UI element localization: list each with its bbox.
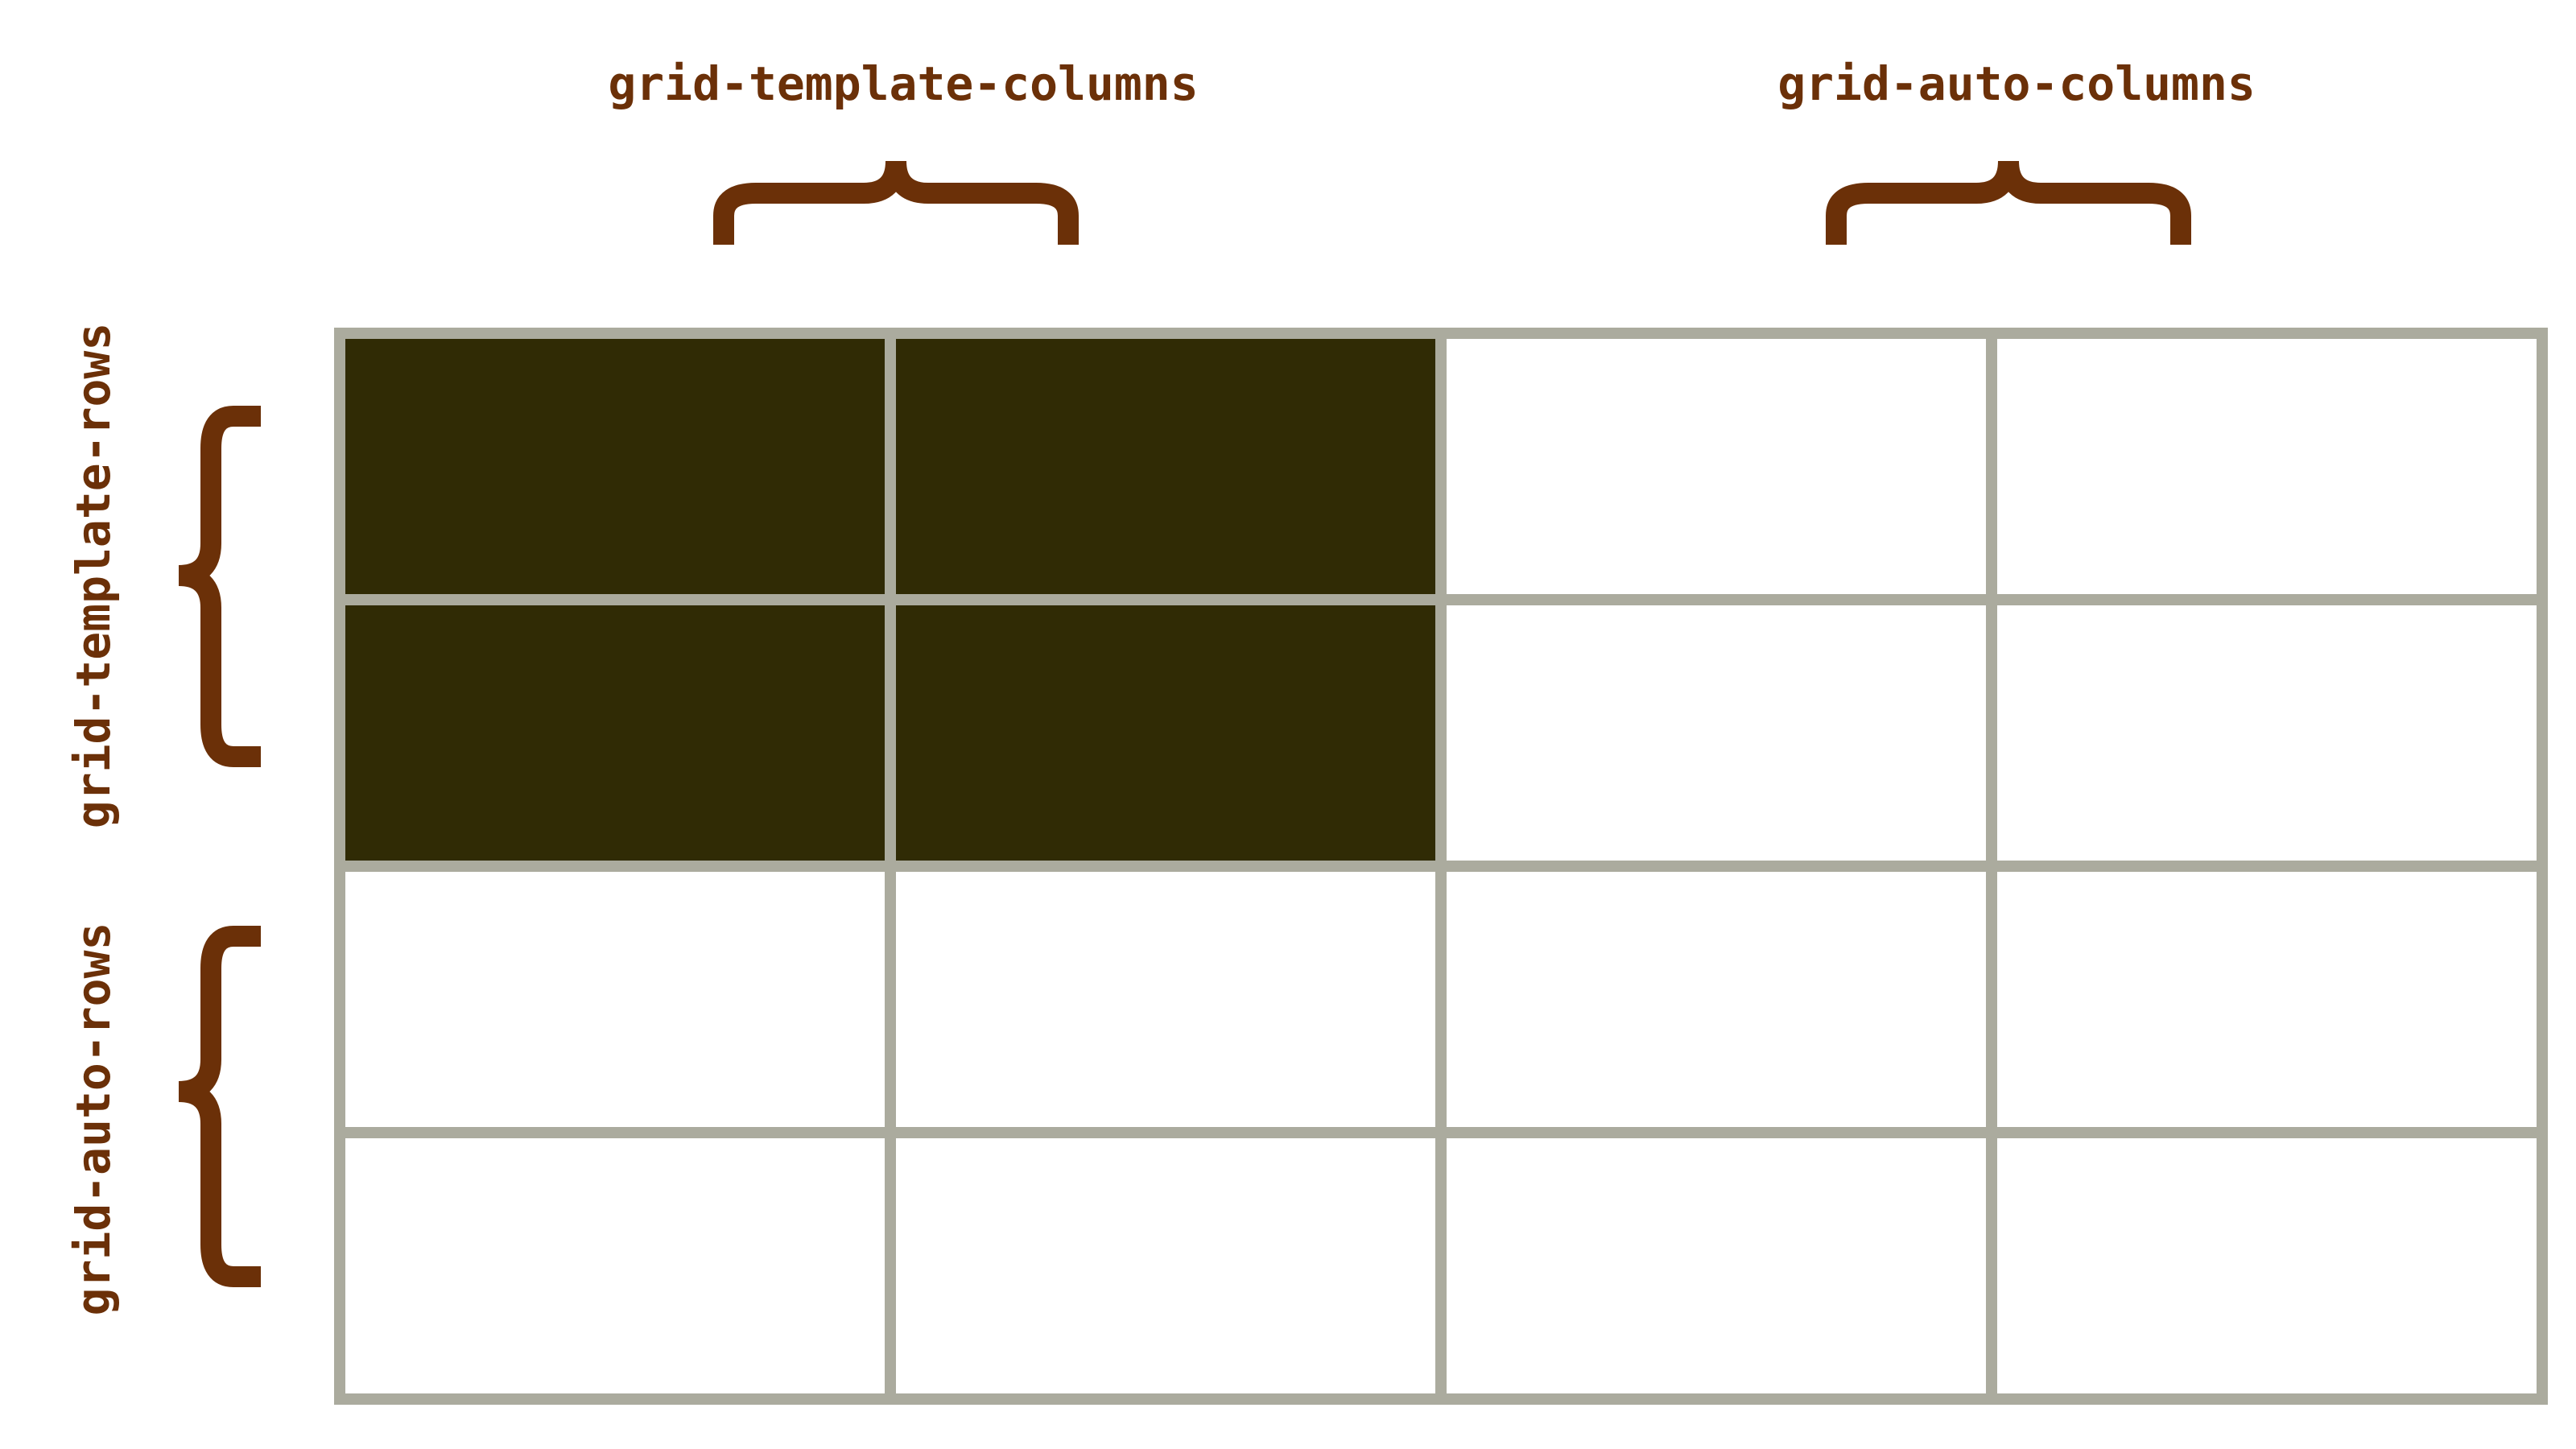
implicit-grid-cell: [340, 866, 890, 1133]
implicit-grid-cell: [1992, 1133, 2542, 1399]
explicit-grid-cell: [340, 333, 890, 600]
implicit-grid-cell: [1441, 600, 1992, 866]
implicit-grid-cell: [1441, 1133, 1992, 1399]
auto-rows-brace: [178, 926, 261, 1287]
grid-lines: [334, 328, 2548, 1405]
grid-template-rows-label: grid-template-rows: [66, 323, 121, 829]
grid-auto-columns-label: grid-auto-columns: [1777, 56, 2256, 111]
explicit-grid-cell: [890, 600, 1441, 866]
auto-columns-brace: [1826, 160, 2191, 245]
implicit-grid-cell: [340, 1133, 890, 1399]
explicit-grid-cell: [340, 600, 890, 866]
explicit-grid-cell: [890, 333, 1441, 600]
grid-cells: [340, 333, 2542, 1399]
implicit-grid-cell: [1992, 333, 2542, 600]
template-rows-brace: [178, 406, 261, 767]
implicit-grid-cell: [1992, 866, 2542, 1133]
implicit-grid-cell: [890, 1133, 1441, 1399]
implicit-grid-cell: [1441, 866, 1992, 1133]
implicit-grid-cell: [1441, 333, 1992, 600]
grid-auto-rows-label: grid-auto-rows: [66, 923, 121, 1316]
implicit-grid-cell: [1992, 600, 2542, 866]
implicit-grid-cell: [890, 866, 1441, 1133]
template-columns-brace: [713, 160, 1079, 245]
grid-template-columns-label: grid-template-columns: [608, 56, 1198, 111]
